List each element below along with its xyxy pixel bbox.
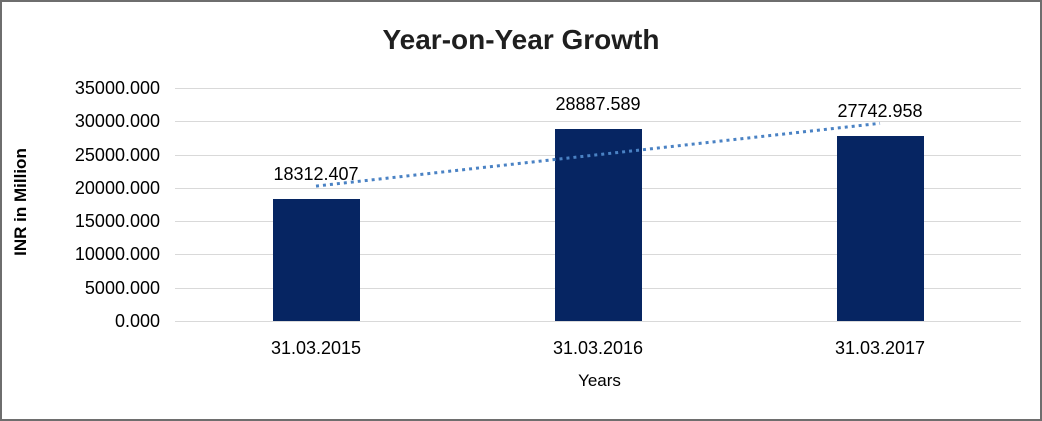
data-label: 28887.589 bbox=[555, 93, 641, 114]
y-tick-label: 10000.000 bbox=[74, 244, 160, 265]
x-tick-label: 31.03.2015 bbox=[270, 338, 362, 358]
y-tick-label: 5000.000 bbox=[84, 277, 160, 298]
bar-31.03.2015 bbox=[272, 199, 360, 321]
y-tick-label: 0.000 bbox=[114, 311, 160, 331]
y-tick-label: 30000.000 bbox=[74, 111, 160, 132]
x-tick-label: 31.03.2016 bbox=[552, 338, 644, 358]
gridline bbox=[175, 121, 1021, 123]
data-label: 27742.958 bbox=[837, 101, 923, 122]
y-tick-label: 15000.000 bbox=[74, 211, 160, 232]
bar-31.03.2017 bbox=[836, 136, 924, 321]
y-tick-label: 35000.000 bbox=[74, 78, 160, 98]
x-tick-label: 31.03.2017 bbox=[834, 338, 926, 358]
gridline bbox=[175, 321, 1021, 322]
y-tick-label: 20000.000 bbox=[74, 177, 160, 198]
bar-31.03.2016 bbox=[554, 128, 642, 321]
data-label: 18312.407 bbox=[273, 164, 359, 185]
chart-title: Year-on-Year Growth bbox=[382, 24, 660, 55]
gridline bbox=[175, 88, 1021, 89]
y-tick-label: 25000.000 bbox=[74, 144, 160, 165]
x-axis-title: Years bbox=[578, 371, 621, 390]
